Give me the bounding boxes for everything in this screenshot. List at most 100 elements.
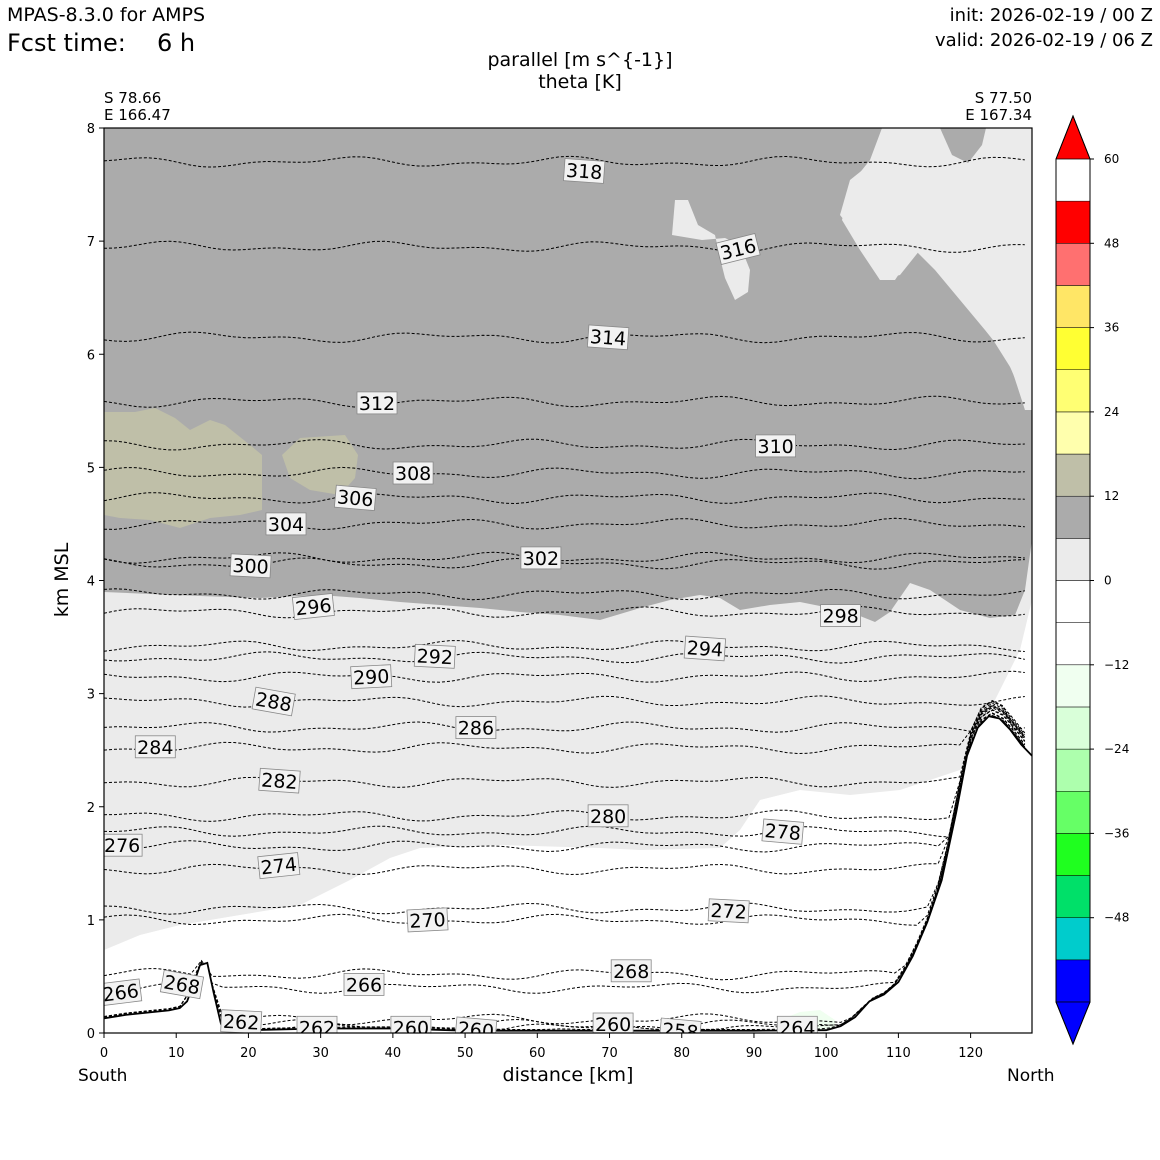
colorbar-segment xyxy=(1055,917,1091,961)
x-tick-label: 50 xyxy=(457,1046,474,1061)
x-tick-label: 0 xyxy=(100,1046,108,1061)
colorbar-segment xyxy=(1055,748,1091,792)
svg-text:264: 264 xyxy=(779,1017,815,1039)
contour-label-270: 270 xyxy=(406,907,449,933)
contour-label-266: 266 xyxy=(104,978,143,1006)
contour-label-300: 300 xyxy=(229,553,272,579)
theta-contour-286 xyxy=(104,700,1025,733)
theta-contour-290 xyxy=(104,670,1025,683)
contour-label-262: 262 xyxy=(220,1009,263,1033)
svg-text:260: 260 xyxy=(457,1018,495,1043)
colorbar-tick-label: −12 xyxy=(1104,658,1129,672)
terrain-fill xyxy=(104,716,1032,1033)
colorbar-segment xyxy=(1055,495,1091,539)
contour-label-266: 266 xyxy=(343,973,385,996)
contour-label-274: 274 xyxy=(257,852,301,879)
colorbar-segment xyxy=(1055,285,1091,328)
svg-text:298: 298 xyxy=(822,606,858,628)
svg-text:276: 276 xyxy=(104,835,140,857)
theta-contour-282 xyxy=(104,702,1026,788)
theta-contour-284 xyxy=(104,701,1026,755)
x-tick-label: 60 xyxy=(529,1046,546,1061)
y-tick-label: 4 xyxy=(87,575,95,590)
colorbar-tick-label: 12 xyxy=(1104,489,1119,503)
theta-contour-278 xyxy=(104,705,1026,838)
contour-label-292: 292 xyxy=(413,643,456,669)
y-tick-label: 7 xyxy=(87,235,95,250)
colorbar-segment xyxy=(1055,243,1091,286)
x-tick-label: 120 xyxy=(958,1046,983,1061)
x-tick-label: 80 xyxy=(673,1046,690,1061)
colorbar-tick-label: −36 xyxy=(1104,826,1129,840)
svg-text:272: 272 xyxy=(710,900,747,924)
x-axis-label: distance [km] xyxy=(502,1064,634,1086)
theta-contour-302 xyxy=(104,551,1025,564)
x-tick-label: 20 xyxy=(240,1046,257,1061)
svg-text:270: 270 xyxy=(409,909,446,933)
contour-label-262: 262 xyxy=(296,1015,338,1039)
colorbar: 60 48 36 24 12 0 −12 −24 −36 −48 xyxy=(1055,114,1129,1046)
colorbar-segment xyxy=(1055,664,1091,708)
theta-contour-270 xyxy=(104,709,1026,926)
x-tick-label: 90 xyxy=(746,1046,763,1061)
init-time: init: 2026-02-19 / 00 Z xyxy=(949,5,1153,26)
contour-label-260: 260 xyxy=(390,1015,432,1039)
svg-text:300: 300 xyxy=(232,555,269,579)
contour-label-294: 294 xyxy=(683,635,727,662)
colorbar-tick-label: 0 xyxy=(1104,574,1112,588)
theta-contour-310 xyxy=(104,438,1025,451)
theta-contour-298 xyxy=(104,588,1025,601)
contour-label-264: 264 xyxy=(776,1015,818,1039)
colorbar-segment xyxy=(1055,411,1091,455)
contour-label-302: 302 xyxy=(520,546,562,570)
svg-text:262: 262 xyxy=(299,1017,335,1039)
svg-text:282: 282 xyxy=(261,769,299,793)
forecast-time-label: Fcst time: xyxy=(7,29,126,57)
x-tick-label: 10 xyxy=(168,1046,185,1061)
theta-contour-264 xyxy=(104,714,1026,1026)
contour-label-280: 280 xyxy=(587,804,629,828)
x-tick-label: 100 xyxy=(814,1046,839,1061)
left-point-lat: S 78.66 xyxy=(104,89,162,107)
wind-region-tan-left xyxy=(104,408,262,528)
svg-text:294: 294 xyxy=(686,637,724,661)
theta-contour-296 xyxy=(104,606,1025,619)
theta-contour-308 xyxy=(104,466,1025,480)
y-tick-label: 3 xyxy=(87,688,95,703)
theta-contour-294 xyxy=(104,640,1025,652)
colorbar-segment xyxy=(1055,200,1091,244)
left-point-lon: E 166.47 xyxy=(104,106,171,124)
svg-text:280: 280 xyxy=(590,806,626,828)
theta-contour-318 xyxy=(104,155,1025,168)
contour-label-298: 298 xyxy=(820,604,861,628)
wind-region-light-gray-top-right xyxy=(842,128,1032,410)
svg-text:260: 260 xyxy=(393,1017,429,1039)
theta-contour-314 xyxy=(104,331,1025,344)
contour-label-284: 284 xyxy=(134,735,176,759)
svg-text:260: 260 xyxy=(595,1014,631,1036)
y-tick-label: 5 xyxy=(87,461,95,476)
svg-text:284: 284 xyxy=(137,737,173,759)
wind-region-tan-middle xyxy=(282,435,358,495)
y-tick-label: 0 xyxy=(87,1027,95,1042)
plot-area: 3183163143123103083063043023002982962942… xyxy=(104,128,1032,1044)
svg-text:304: 304 xyxy=(268,514,304,536)
contour-label-260: 260 xyxy=(454,1016,498,1043)
colorbar-segment xyxy=(1055,538,1091,581)
theta-contour-316 xyxy=(104,240,1025,253)
contour-label-312: 312 xyxy=(356,391,398,415)
valid-time: valid: 2026-02-19 / 06 Z xyxy=(935,30,1153,51)
wind-region-gray-notch xyxy=(940,128,986,163)
y-tick-label: 2 xyxy=(87,801,95,816)
south-end-label: South xyxy=(78,1066,128,1086)
x-tick-label: 110 xyxy=(886,1046,911,1061)
chart-title-line1: parallel [m s^{-1}] xyxy=(487,49,673,71)
contour-label-310: 310 xyxy=(755,434,796,458)
theta-contour-280 xyxy=(104,704,1026,822)
y-tick-label: 8 xyxy=(87,122,95,137)
theta-contour-312 xyxy=(104,395,1025,408)
x-tick-label: 70 xyxy=(601,1046,618,1061)
svg-text:314: 314 xyxy=(589,326,627,350)
svg-text:258: 258 xyxy=(661,1019,699,1044)
svg-text:286: 286 xyxy=(458,718,494,740)
